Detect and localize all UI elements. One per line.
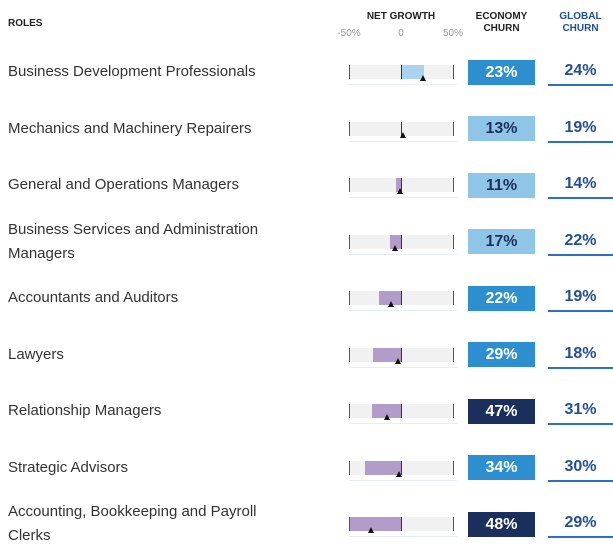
global-churn-header: GLOBAL CHURN — [559, 11, 602, 34]
global-churn: 24% — [564, 62, 597, 79]
tick-mark — [452, 347, 454, 362]
role-name: Business Services and Administration Man… — [8, 220, 259, 262]
growth-baseline — [349, 536, 457, 537]
tick-mark — [452, 460, 454, 475]
growth-bar — [389, 234, 401, 249]
economy-churn: 11% — [468, 172, 535, 198]
growth-baseline — [349, 140, 457, 142]
tick-mark — [348, 517, 350, 531]
role-name: Business Development Professionals — [8, 63, 256, 80]
x-tick-label: -50% — [337, 28, 361, 39]
role-name: Relationship Managers — [8, 402, 162, 419]
global-underline — [548, 197, 613, 199]
tick-mark — [452, 517, 454, 531]
growth-baseline — [349, 479, 457, 481]
growth-bar — [401, 121, 403, 136]
role-name: Accountants and Auditors — [8, 289, 179, 306]
tick-mark — [452, 234, 454, 249]
zero-line — [400, 178, 402, 192]
growth-bar — [379, 291, 401, 305]
marker — [391, 244, 398, 251]
global-underline — [548, 140, 613, 143]
marker — [394, 357, 401, 364]
growth-baseline — [349, 366, 457, 368]
role-name: Accounting, Bookkeeping and Payroll Cler… — [8, 503, 257, 544]
growth-bar — [395, 178, 401, 192]
global-churn: 31% — [564, 401, 597, 418]
zero-line — [400, 65, 402, 79]
tick-mark — [348, 291, 350, 305]
global-churn: 19% — [564, 118, 597, 136]
economy-churn-header: ECONOMY CHURN — [475, 11, 528, 34]
growth-baseline — [349, 197, 457, 198]
tick-mark — [348, 460, 350, 475]
tick-mark — [452, 178, 454, 192]
economy-churn: 29% — [468, 342, 535, 367]
global-underline — [548, 536, 613, 538]
global-churn: 22% — [564, 231, 597, 249]
x-tick-label: 0 — [398, 28, 404, 39]
economy-churn: 47% — [468, 398, 535, 424]
tick-mark — [348, 347, 350, 362]
zero-line — [400, 517, 402, 531]
global-underline — [548, 310, 613, 312]
zero-line — [400, 347, 402, 362]
x-tick-label: 50% — [442, 28, 463, 39]
zero-line — [400, 404, 402, 418]
growth-bar — [372, 347, 401, 362]
growth-baseline — [349, 310, 457, 311]
zero-line — [400, 460, 402, 475]
growth-bar — [401, 65, 424, 79]
tick-mark — [348, 234, 350, 249]
economy-churn: 13% — [468, 116, 535, 141]
zero-line — [400, 121, 402, 136]
marker — [387, 301, 394, 307]
global-churn: 18% — [564, 344, 597, 362]
global-underline — [548, 84, 613, 86]
global-churn: 29% — [564, 514, 597, 531]
tick-mark — [452, 291, 454, 305]
marker — [367, 527, 374, 533]
growth-bar — [349, 517, 401, 531]
role-name: General and Operations Managers — [8, 176, 239, 193]
growth-baseline — [349, 253, 457, 255]
global-underline — [548, 366, 613, 369]
role-name: Strategic Advisors — [8, 458, 129, 476]
tick-mark — [348, 178, 350, 192]
marker — [400, 131, 407, 138]
marker — [384, 414, 391, 420]
economy-churn: 17% — [468, 229, 535, 254]
economy-churn: 34% — [468, 455, 535, 480]
global-churn: 30% — [564, 457, 597, 475]
zero-line — [400, 234, 402, 249]
growth-baseline — [349, 84, 457, 85]
global-underline — [548, 479, 613, 482]
economy-churn: 22% — [468, 285, 535, 311]
zero-line — [400, 291, 402, 305]
tick-mark — [348, 121, 350, 136]
marker — [419, 75, 426, 81]
marker — [396, 188, 403, 194]
growth-bar — [371, 404, 401, 418]
role-name: Lawyers — [8, 345, 64, 363]
economy-churn: 48% — [468, 511, 535, 537]
global-underline — [548, 253, 613, 256]
tick-mark — [348, 404, 350, 418]
growth-baseline — [349, 423, 457, 424]
role-name: Mechanics and Machinery Repairers — [8, 119, 252, 137]
net-growth-header: NET GROWTH — [366, 11, 436, 22]
global-underline — [548, 423, 613, 425]
tick-mark — [452, 404, 454, 418]
global-churn: 14% — [564, 175, 597, 192]
economy-churn: 23% — [468, 59, 535, 85]
roles-header: ROLES — [8, 18, 43, 29]
tick-mark — [452, 65, 454, 79]
tick-mark — [348, 65, 350, 79]
tick-mark — [452, 121, 454, 136]
growth-bar — [364, 460, 401, 475]
marker — [395, 470, 402, 477]
global-churn: 19% — [564, 288, 597, 305]
